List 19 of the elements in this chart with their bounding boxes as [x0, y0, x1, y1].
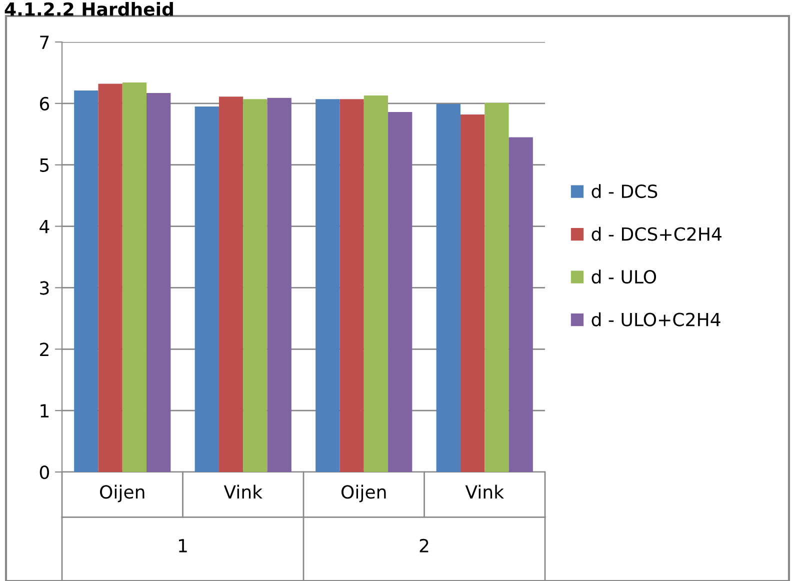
x-tick-label: Oijen — [341, 484, 386, 502]
y-tick-label: 7 — [40, 36, 49, 49]
legend-label: d - ULO — [592, 270, 656, 284]
y-tick-label: 0 — [40, 465, 49, 480]
x-tick-label: Oijen — [100, 484, 144, 502]
chart-title: 4.1.2.2 Hardheid — [4, 2, 173, 16]
legend-label: d - DCS+C2H4 — [592, 226, 722, 241]
y-tick-label: 3 — [40, 281, 49, 295]
legend-label: d - DCS — [592, 184, 658, 198]
text: 2 — [420, 538, 428, 552]
y-tick-label: 4 — [40, 220, 50, 234]
text: 1 — [178, 539, 187, 552]
x-tick-label: Vink — [224, 484, 263, 498]
y-tick-label: 5 — [40, 158, 49, 172]
y-tick-label: 2 — [40, 342, 48, 356]
y-tick-label: 1 — [40, 404, 49, 418]
legend-label: d - ULO+C2H4 — [592, 312, 720, 326]
x-tick-label: Vink — [465, 484, 504, 498]
y-tick-label: 6 — [40, 96, 50, 111]
